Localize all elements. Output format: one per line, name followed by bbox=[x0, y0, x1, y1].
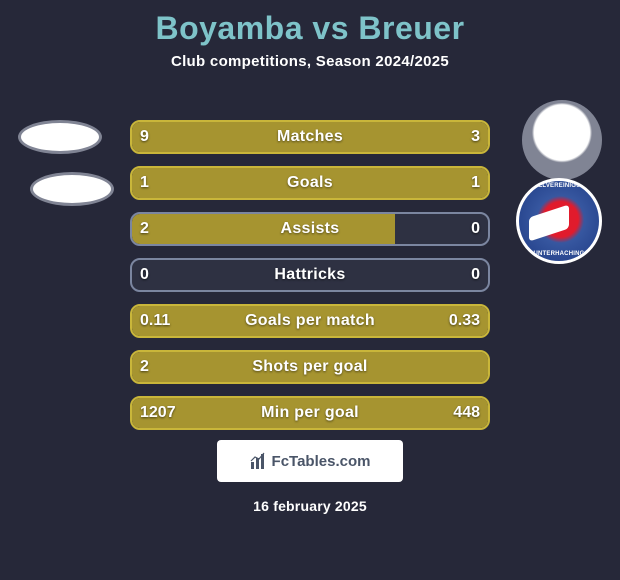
stat-value-left: 2 bbox=[130, 350, 159, 384]
left-club-badge-2 bbox=[30, 172, 114, 206]
left-club-badge-1 bbox=[18, 120, 102, 154]
stat-row: Goals1 1 bbox=[130, 166, 490, 200]
right-club-badge-2: SPIELVEREINIGUNG UNTERHACHING bbox=[516, 178, 602, 264]
watermark-text: FcTables.com bbox=[272, 453, 371, 470]
stat-label: Shots per goal bbox=[130, 350, 490, 384]
title-player2: Breuer bbox=[358, 10, 464, 46]
stat-row: Assists2 0 bbox=[130, 212, 490, 246]
subtitle: Club competitions, Season 2024/2025 bbox=[0, 53, 620, 70]
crest-text-top: SPIELVEREINIGUNG bbox=[519, 183, 599, 189]
stat-label: Assists bbox=[130, 212, 490, 246]
stat-value-left: 0.11 bbox=[130, 304, 180, 338]
crest-text-bottom: UNTERHACHING bbox=[519, 251, 599, 257]
title-player1: Boyamba bbox=[155, 10, 303, 46]
stat-row: Goals per match0.11 0.33 bbox=[130, 304, 490, 338]
stat-value-right: 3 bbox=[461, 120, 490, 154]
stat-value-left: 2 bbox=[130, 212, 159, 246]
page-title: Boyamba vs Breuer bbox=[0, 0, 620, 47]
stat-value-left: 9 bbox=[130, 120, 159, 154]
stat-row: Min per goal1207448 bbox=[130, 396, 490, 430]
stat-value-right: 0 bbox=[461, 258, 490, 292]
stat-value-right: 448 bbox=[443, 396, 490, 430]
stat-row: Shots per goal2 bbox=[130, 350, 490, 384]
comparison-bars: Matches93Goals11Assists20Hattricks00Goal… bbox=[130, 120, 490, 442]
chart-icon bbox=[250, 452, 268, 470]
stat-label: Matches bbox=[130, 120, 490, 154]
stat-value-right: 0.33 bbox=[439, 304, 490, 338]
stat-value-right: 1 bbox=[461, 166, 490, 200]
stat-label: Goals bbox=[130, 166, 490, 200]
stat-value-left: 1 bbox=[130, 166, 159, 200]
stat-label: Hattricks bbox=[130, 258, 490, 292]
stat-label: Goals per match bbox=[130, 304, 490, 338]
right-club-badge-1 bbox=[522, 100, 602, 180]
stat-value-left: 0 bbox=[130, 258, 159, 292]
stat-row: Hattricks0 0 bbox=[130, 258, 490, 292]
date-text: 16 february 2025 bbox=[0, 498, 620, 514]
watermark: FcTables.com bbox=[217, 440, 403, 482]
stat-value-left: 1207 bbox=[130, 396, 186, 430]
stat-value-right: 0 bbox=[461, 212, 490, 246]
stat-row: Matches9 3 bbox=[130, 120, 490, 154]
title-vs: vs bbox=[312, 10, 349, 46]
